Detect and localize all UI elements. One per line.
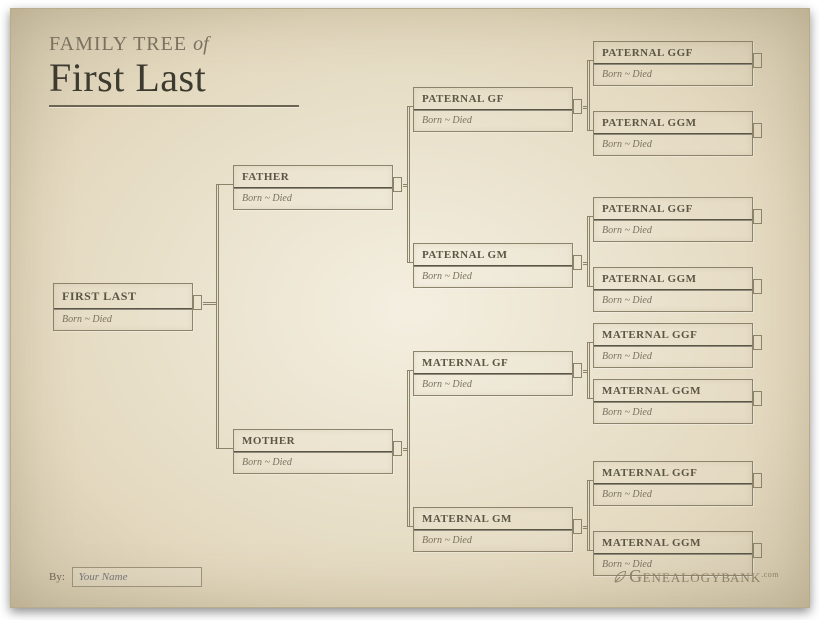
person-mggm1[interactable]: MATERNAL GGMBorn ~ Died [593,379,753,424]
connector [587,60,588,130]
connector-stub [753,279,762,294]
title-name: First Last [49,54,299,101]
person-name: PATERNAL GGF [594,42,752,63]
person-pgf[interactable]: PATERNAL GFBorn ~ Died [413,87,573,132]
title-of: of [193,33,209,55]
person-father[interactable]: FATHERBorn ~ Died [233,165,393,210]
brand-suffix: .com [761,570,779,579]
brand-initial: G [629,566,643,586]
person-mgm[interactable]: MATERNAL GMBorn ~ Died [413,507,573,552]
person-dates: Born ~ Died [54,310,192,330]
connector-stub [753,473,762,488]
connector [587,480,593,481]
person-mgf[interactable]: MATERNAL GFBorn ~ Died [413,351,573,396]
title-block: FAMILY TREE of First Last [49,33,299,107]
title-prefix: FAMILY TREE of [49,33,299,56]
connector-stub [753,123,762,138]
connector-stub [753,543,762,558]
connector-stub [573,519,582,534]
connector [407,106,408,262]
connector [407,370,413,371]
person-pggf2[interactable]: PATERNAL GGFBorn ~ Died [593,197,753,242]
person-dates: Born ~ Died [594,221,752,241]
connector [587,550,593,551]
person-pggm1[interactable]: PATERNAL GGMBorn ~ Died [593,111,753,156]
person-dates: Born ~ Died [414,375,572,395]
connector-stub [753,391,762,406]
leaf-icon [613,570,627,584]
connector [587,60,593,61]
person-dates: Born ~ Died [594,347,752,367]
person-pggm2[interactable]: PATERNAL GGMBorn ~ Died [593,267,753,312]
brand-text: ENEALOGYBANK [643,570,762,585]
connector [216,184,217,448]
by-input[interactable] [72,567,202,587]
person-dates: Born ~ Died [414,531,572,551]
connector [587,342,593,343]
person-name: MATERNAL GGM [594,532,752,553]
person-name: FIRST LAST [54,284,192,308]
person-name: MATERNAL GGM [594,380,752,401]
title-prefix-text: FAMILY TREE [49,33,187,55]
person-dates: Born ~ Died [594,65,752,85]
connector [587,130,593,131]
person-name: MATERNAL GF [414,352,572,373]
person-dates: Born ~ Died [234,453,392,473]
person-dates: Born ~ Died [594,135,752,155]
connector [407,526,413,527]
person-subject[interactable]: FIRST LASTBorn ~ Died [53,283,193,331]
connector [587,342,588,398]
person-name: PATERNAL GF [414,88,572,109]
connector [216,184,233,185]
byline: By: [49,567,202,587]
connector [407,262,413,263]
connector-stub [573,255,582,270]
title-rule [49,105,299,107]
connector [216,448,233,449]
connector-stub [393,441,402,456]
connector [407,106,413,107]
person-name: MATERNAL GM [414,508,572,529]
connector-stub [573,99,582,114]
brand-logo: GENEALOGYBANK.com [613,566,779,587]
connector [587,216,593,217]
connector-stub [753,335,762,350]
connector [407,370,408,526]
connector [587,216,588,286]
by-label: By: [49,571,65,583]
person-name: FATHER [234,166,392,187]
person-dates: Born ~ Died [594,485,752,505]
person-name: MOTHER [234,430,392,451]
person-name: MATERNAL GGF [594,462,752,483]
person-name: PATERNAL GGM [594,268,752,289]
person-dates: Born ~ Died [414,267,572,287]
connector [587,398,593,399]
person-name: PATERNAL GGM [594,112,752,133]
person-dates: Born ~ Died [414,111,572,131]
person-dates: Born ~ Died [594,403,752,423]
person-dates: Born ~ Died [234,189,392,209]
person-name: PATERNAL GGF [594,198,752,219]
person-mggf2[interactable]: MATERNAL GGFBorn ~ Died [593,461,753,506]
connector-stub [573,363,582,378]
person-mother[interactable]: MOTHERBorn ~ Died [233,429,393,474]
connector [203,302,216,303]
connector [587,480,588,550]
person-pggf1[interactable]: PATERNAL GGFBorn ~ Died [593,41,753,86]
person-pgm[interactable]: PATERNAL GMBorn ~ Died [413,243,573,288]
person-mggf1[interactable]: MATERNAL GGFBorn ~ Died [593,323,753,368]
connector [587,286,593,287]
person-dates: Born ~ Died [594,291,752,311]
connector-stub [753,53,762,68]
person-name: PATERNAL GM [414,244,572,265]
family-tree-page: FAMILY TREE of First Last FIRST LASTBorn… [10,8,810,608]
connector-stub [393,177,402,192]
person-name: MATERNAL GGF [594,324,752,345]
connector-stub [193,295,202,310]
connector-stub [753,209,762,224]
